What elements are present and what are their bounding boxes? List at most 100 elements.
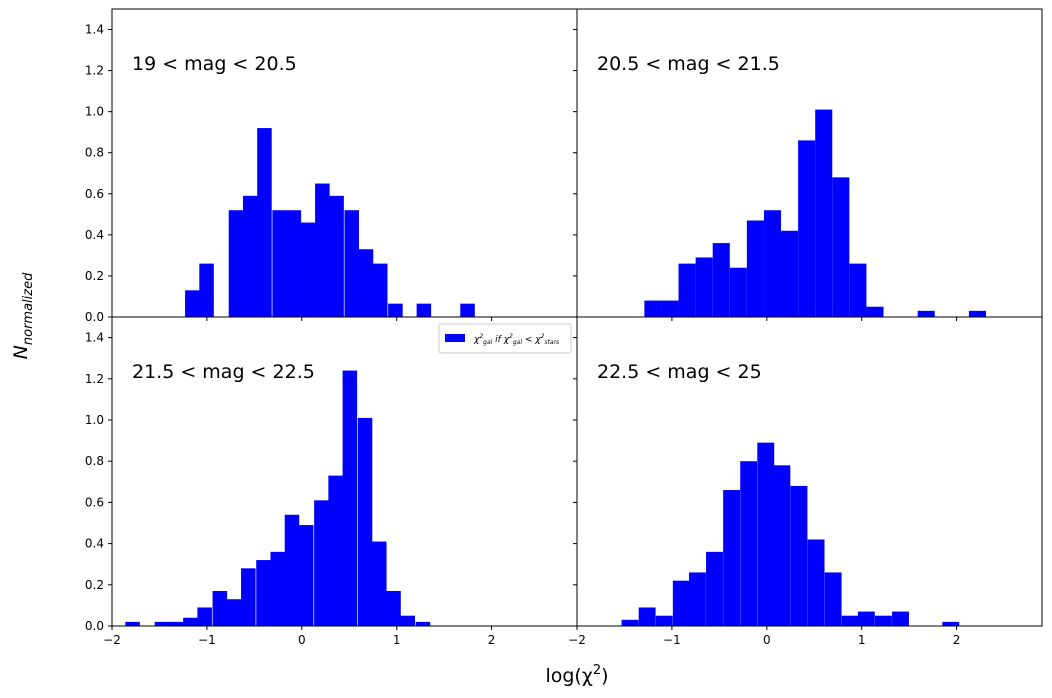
histogram-bar: [773, 465, 791, 626]
histogram-bar: [866, 306, 884, 317]
ticks-layer: [108, 29, 958, 630]
x-tick-label: −1: [198, 633, 216, 647]
histogram-bar: [242, 195, 258, 317]
histogram-bar: [832, 177, 850, 317]
histogram-bar: [874, 615, 892, 626]
histogram-bar: [746, 220, 764, 317]
panel-1-label: 19 < mag < 20.5: [132, 53, 297, 75]
histogram-bar: [824, 572, 842, 626]
histogram-bar: [183, 617, 198, 626]
histogram-bar: [168, 621, 184, 626]
y-tick-label: 1.4: [85, 331, 104, 345]
x-tick-label: 2: [953, 633, 961, 647]
histogram-bar: [284, 514, 300, 626]
panel-4-frame: [576, 316, 1043, 627]
histogram-bar: [286, 210, 302, 317]
histogram-bar: [655, 615, 673, 626]
histogram-bar: [942, 621, 960, 626]
histogram-bar: [740, 461, 758, 626]
x-axis-title: log(χ2): [545, 663, 608, 687]
x-tick-label: −1: [663, 633, 681, 647]
panel-2-label: 20.5 < mag < 21.5: [597, 53, 780, 75]
histogram-bar: [386, 590, 401, 626]
histogram-bar: [781, 230, 799, 317]
histogram-bar: [763, 210, 782, 317]
legend-box: [438, 323, 572, 354]
x-tick-label: 1: [858, 633, 866, 647]
histogram-bar: [226, 599, 242, 626]
histogram-bar: [358, 249, 374, 317]
histogram-bar: [270, 551, 285, 626]
y-axis-title: Nnormalized: [10, 272, 36, 359]
legend: χ2gal if χ2gal < χ2stars: [438, 323, 572, 354]
histogram-bar: [298, 525, 314, 626]
histogram-bar: [798, 140, 816, 317]
y-tick-label: 1.0: [85, 413, 104, 427]
histogram-bar: [342, 370, 358, 626]
histogram-bar: [314, 500, 329, 626]
x-tick-label: −2: [103, 633, 121, 647]
x-tick-label: 0: [763, 633, 771, 647]
y-tick-label: 0.0: [85, 619, 104, 633]
histogram-bar: [644, 300, 662, 317]
histogram-bar: [672, 580, 690, 626]
panel-2-bars: [644, 109, 987, 317]
histogram-bar: [678, 263, 696, 317]
y-tick-label: 0.2: [85, 578, 104, 592]
histogram-bar: [621, 619, 639, 626]
histogram-bar: [212, 590, 228, 626]
histogram-bar: [757, 442, 775, 626]
histogram-bar: [199, 263, 214, 317]
legend-label: χ2gal if χ2gal < χ2stars: [473, 333, 559, 346]
histogram-bar: [315, 183, 330, 317]
histogram-bar: [154, 621, 170, 626]
panel-3-bars: [125, 370, 431, 626]
histogram-bar: [849, 263, 867, 317]
panel-4-label: 22.5 < mag < 25: [597, 361, 762, 383]
histogram-bar: [723, 490, 741, 626]
histogram-bar: [272, 210, 287, 317]
y-tick-label: 0.4: [85, 228, 104, 242]
histogram-bar: [892, 611, 909, 626]
y-tick-label: 0.6: [85, 495, 104, 509]
legend-swatch: [445, 334, 465, 342]
histogram-bar: [197, 607, 212, 626]
y-tick-label: 0.4: [85, 537, 104, 551]
histogram-bar: [372, 263, 388, 317]
histogram-bar: [638, 607, 656, 626]
panel-3-label: 21.5 < mag < 22.5: [132, 361, 315, 383]
y-tick-label: 0.8: [85, 454, 104, 468]
histogram-bar: [790, 485, 808, 626]
histogram-bar: [415, 621, 431, 626]
histogram-bar: [344, 210, 360, 317]
histogram-bar: [807, 539, 825, 626]
histogram-bar: [357, 417, 373, 626]
panel-1-bars: [185, 128, 475, 317]
histogram-bar: [712, 243, 730, 317]
histogram-bar: [372, 541, 387, 626]
histogram-bar: [688, 572, 706, 626]
histogram-bar: [329, 195, 344, 317]
histogram-bar: [300, 222, 316, 317]
histogram-bar: [256, 560, 271, 626]
histogram-bar: [125, 621, 140, 626]
y-tick-label: 1.0: [85, 105, 104, 119]
histogram-bar: [416, 303, 432, 317]
histogram-bar: [185, 290, 200, 317]
histogram-bar: [729, 267, 747, 317]
histogram-bar: [917, 310, 935, 317]
x-tick-label: 2: [488, 633, 496, 647]
histogram-bar: [228, 210, 244, 317]
histogram-bar: [968, 310, 987, 317]
y-tick-label: 0.0: [85, 310, 104, 324]
frames-layer: [111, 8, 1043, 627]
y-tick-label: 0.2: [85, 269, 104, 283]
x-tick-label: 0: [298, 633, 306, 647]
bars-layer: [125, 109, 987, 626]
histogram-bar: [400, 615, 416, 626]
histogram-bar: [857, 611, 875, 626]
histogram-bar: [841, 615, 859, 626]
histogram-bar: [460, 303, 475, 317]
y-tick-label: 1.4: [85, 23, 104, 37]
